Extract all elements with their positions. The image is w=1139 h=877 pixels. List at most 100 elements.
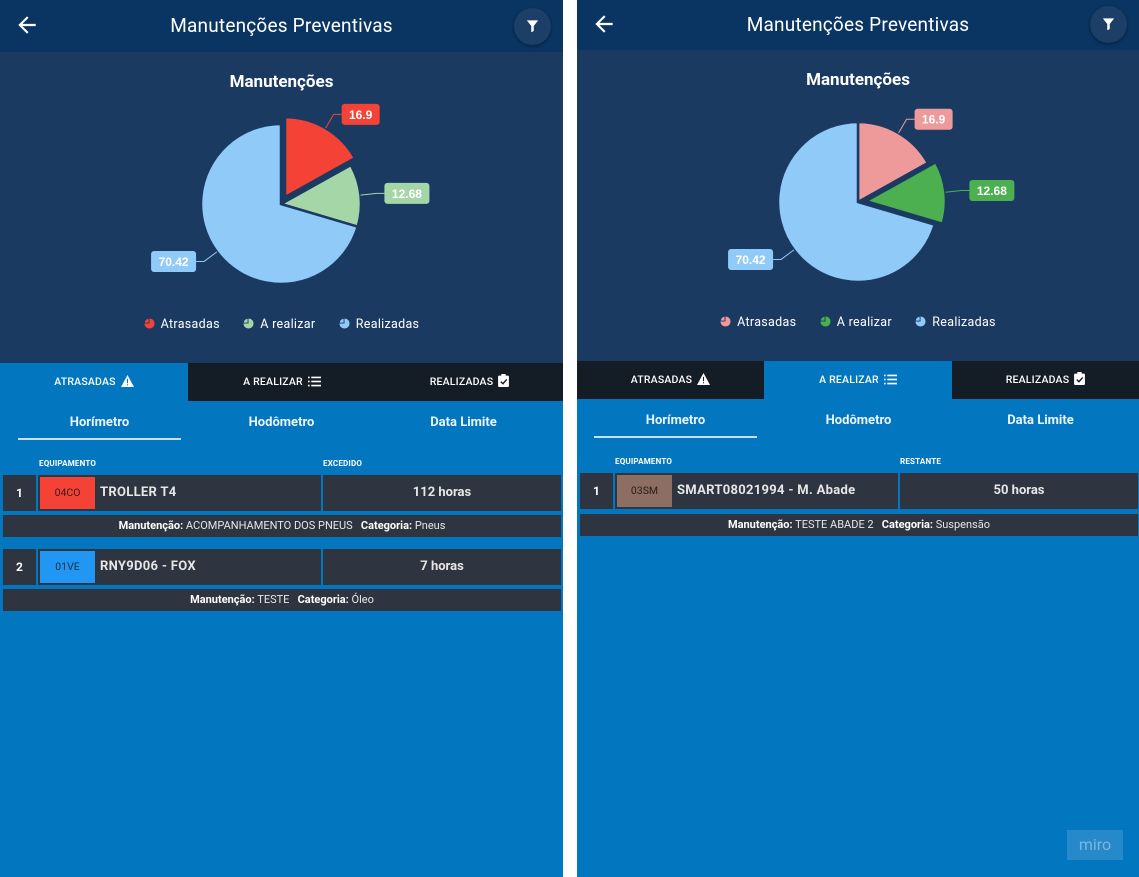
data-label-bg-a-realizar bbox=[969, 180, 1015, 202]
data-label-bg-atrasadas bbox=[914, 108, 953, 130]
row-number: 1 bbox=[3, 475, 36, 511]
pie-chart: 16.9 12.68 70.42 bbox=[151, 103, 430, 286]
table-row[interactable]: 1 03SM SMART08021994 - M. Abade 50 horas bbox=[580, 473, 1138, 509]
legend-item-a-realizar[interactable]: A realizar bbox=[820, 315, 892, 330]
tab-realizadas[interactable]: REALIZADAS bbox=[952, 361, 1139, 399]
equipment-code-badge: 03SM bbox=[617, 475, 672, 507]
equipment-cell: 03SM SMART08021994 - M. Abade bbox=[615, 473, 898, 509]
tab-atrasadas[interactable]: ATRASADAS bbox=[0, 363, 188, 401]
category-value: Pneus bbox=[414, 519, 446, 532]
tab-label: ATRASADAS bbox=[54, 375, 116, 388]
row-number: 2 bbox=[3, 549, 36, 585]
screen-atrasadas: Manutenções Preventivas Manutenções 16.9… bbox=[0, 0, 563, 877]
legend-label: A realizar bbox=[260, 317, 316, 332]
list-icon bbox=[307, 376, 321, 387]
column-header-equipment: EQUIPAMENTO bbox=[39, 459, 97, 468]
legend-item-realizadas[interactable]: Realizadas bbox=[915, 315, 996, 330]
page-title: Manutenções Preventivas bbox=[170, 14, 393, 37]
data-label-atrasadas: 16.9 bbox=[349, 108, 373, 122]
sub-tab-bar: Horímetro Hodômetro Data Limite bbox=[577, 401, 1139, 438]
back-arrow-icon[interactable] bbox=[591, 11, 617, 37]
subtab-data-limite[interactable]: Data Limite bbox=[430, 415, 497, 430]
data-label-bg-realizadas bbox=[151, 250, 197, 272]
warning-icon bbox=[697, 373, 711, 385]
filter-button[interactable] bbox=[514, 8, 551, 45]
legend-label: Realizadas bbox=[932, 315, 996, 330]
equipment-name: RNY9D06 - FOX bbox=[100, 559, 196, 574]
filter-icon bbox=[1102, 18, 1115, 31]
pie-slice-atrasadas[interactable] bbox=[856, 120, 930, 205]
subtab-horimetro[interactable]: Horímetro bbox=[645, 413, 706, 428]
legend-item-atrasadas[interactable]: Atrasadas bbox=[720, 315, 796, 330]
tab-bar: ATRASADAS A REALIZAR REALIZADAS bbox=[0, 363, 563, 401]
tab-label: A REALIZAR bbox=[819, 373, 879, 386]
category-value: Óleo bbox=[351, 593, 374, 606]
data-label-a-realizar: 12.68 bbox=[392, 187, 422, 201]
equipment-code-badge: 04CO bbox=[40, 477, 95, 509]
maintenance-value: TESTE bbox=[257, 593, 290, 606]
legend-item-realizadas[interactable]: Realizadas bbox=[339, 317, 420, 332]
equipment-cell: 04CO TROLLER T4 bbox=[38, 475, 321, 511]
remaining-value: 50 horas bbox=[900, 473, 1138, 509]
subtab-horimetro[interactable]: Horímetro bbox=[69, 415, 130, 430]
label-connector-atrasadas bbox=[325, 113, 342, 129]
subtab-hodometro[interactable]: Hodômetro bbox=[825, 413, 892, 428]
table-row[interactable]: 2 01VE RNY9D06 - FOX 7 horas bbox=[3, 549, 561, 585]
maintenance-label: Manutenção: bbox=[728, 518, 793, 531]
legend-swatch-a-realizar bbox=[820, 316, 831, 327]
legend-swatch-realizadas bbox=[915, 316, 926, 327]
chart-title: Manutenções bbox=[806, 70, 910, 90]
label-connector-atrasadas bbox=[898, 118, 915, 134]
tab-a-realizar[interactable]: A REALIZAR bbox=[188, 363, 376, 401]
subtab-data-limite[interactable]: Data Limite bbox=[1007, 413, 1074, 428]
legend-item-atrasadas[interactable]: Atrasadas bbox=[144, 317, 220, 332]
maintenance-value: TESTE ABADE 2 bbox=[795, 518, 874, 531]
filter-button[interactable] bbox=[1090, 6, 1127, 43]
data-label-atrasadas: 16.9 bbox=[922, 113, 946, 127]
list-icon bbox=[883, 374, 897, 385]
data-label-realizadas: 70.42 bbox=[159, 255, 189, 269]
label-connector-realizadas bbox=[773, 249, 795, 260]
data-label-a-realizar: 12.68 bbox=[977, 184, 1007, 198]
exceeded-value: 7 horas bbox=[323, 549, 561, 585]
column-header-value: EXCEDIDO bbox=[323, 459, 363, 468]
app-bar: Manutenções Preventivas bbox=[577, 0, 1139, 50]
clipboard-check-icon bbox=[1074, 372, 1086, 385]
maintenance-label: Manutenção: bbox=[190, 593, 255, 606]
equipment-code-badge: 01VE bbox=[40, 551, 95, 583]
legend-label: Realizadas bbox=[355, 317, 420, 332]
pie-chart: 16.9 12.68 70.42 bbox=[728, 108, 1015, 284]
maintenance-label: Manutenção: bbox=[118, 519, 184, 532]
chart-panel: Manutenções 16.9 12.68 70.42 Atrasadas A r… bbox=[0, 52, 563, 363]
warning-icon bbox=[120, 375, 134, 387]
sub-tab-bar: Horímetro Hodômetro Data Limite bbox=[0, 403, 563, 440]
table-row[interactable]: 1 04CO TROLLER T4 112 horas bbox=[3, 475, 561, 511]
maintenance-detail: Manutenção: ACOMPANHAMENTO DOS PNEUS Cat… bbox=[3, 515, 561, 537]
tab-realizadas[interactable]: REALIZADAS bbox=[376, 363, 563, 401]
legend-label: Atrasadas bbox=[160, 317, 220, 332]
tab-bar: ATRASADAS A REALIZAR REALIZADAS bbox=[577, 361, 1139, 399]
equipment-name: SMART08021994 - M. Abade bbox=[677, 483, 856, 498]
subtab-hodometro[interactable]: Hodômetro bbox=[248, 415, 315, 430]
column-header-value: RESTANTE bbox=[900, 457, 942, 466]
chart-legend: Atrasadas A realizar Realizadas bbox=[0, 317, 563, 332]
data-label-realizadas: 70.42 bbox=[736, 253, 766, 267]
data-label-bg-realizadas bbox=[728, 248, 774, 270]
legend-item-a-realizar[interactable]: A realizar bbox=[243, 317, 315, 332]
row-number: 1 bbox=[580, 473, 613, 509]
tab-atrasadas[interactable]: ATRASADAS bbox=[577, 361, 764, 399]
legend-swatch-realizadas bbox=[339, 318, 350, 329]
page-title: Manutenções Preventivas bbox=[746, 13, 970, 36]
tab-label: REALIZADAS bbox=[429, 375, 494, 388]
legend-label: A realizar bbox=[836, 315, 892, 330]
tab-a-realizar[interactable]: A REALIZAR bbox=[764, 361, 952, 399]
screen-a-realizar: Manutenções Preventivas Manutenções 16.9… bbox=[577, 0, 1139, 877]
subtab-indicator bbox=[18, 438, 181, 440]
back-arrow-icon[interactable] bbox=[14, 12, 40, 38]
pie-slice-a-realizar[interactable] bbox=[862, 160, 948, 226]
chart-panel: Manutenções 16.9 12.68 70.42 Atrasadas A r… bbox=[577, 50, 1139, 361]
legend-swatch-atrasadas bbox=[720, 316, 731, 327]
clipboard-check-icon bbox=[498, 374, 510, 387]
legend-swatch-atrasadas bbox=[144, 318, 155, 329]
subtab-indicator bbox=[594, 436, 757, 438]
